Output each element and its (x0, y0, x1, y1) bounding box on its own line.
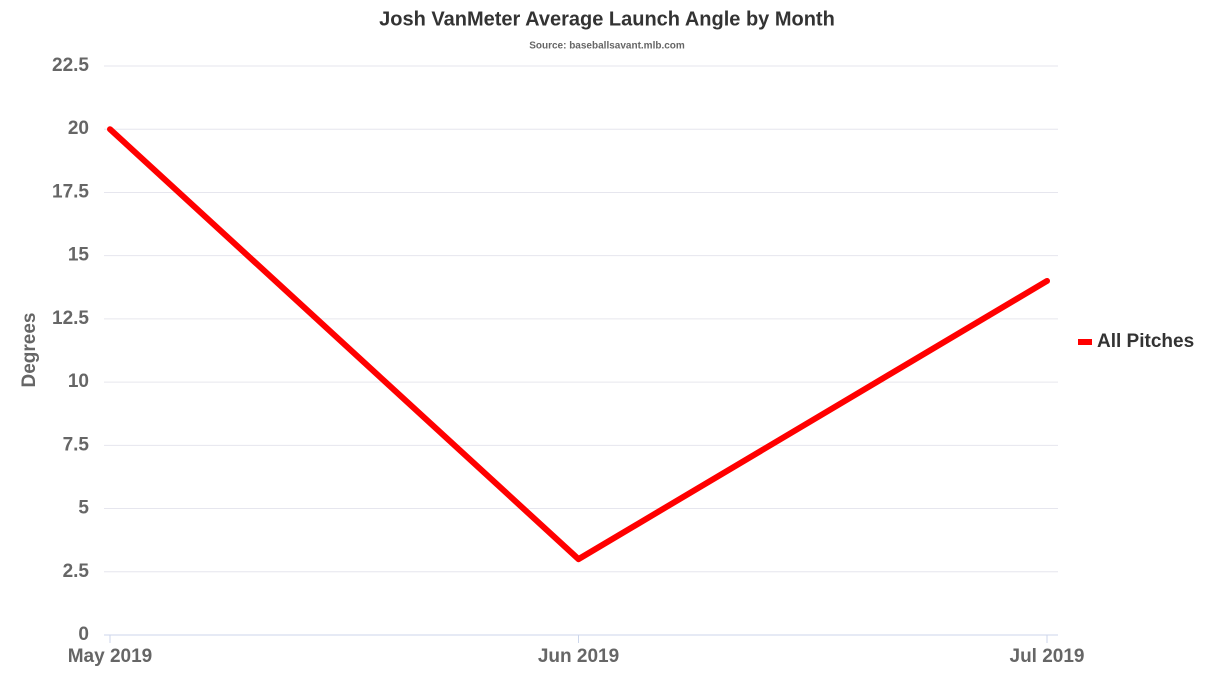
x-tick-label: Jul 2019 (1010, 646, 1085, 667)
y-axis-label: Degrees (19, 313, 40, 388)
y-tick-label: 22.5 (52, 55, 89, 76)
y-tick-label: 10 (68, 371, 89, 392)
x-tick-label: May 2019 (68, 646, 153, 667)
y-tick-label: 7.5 (63, 434, 90, 455)
x-tick-label: Jun 2019 (538, 646, 619, 667)
y-tick-label: 15 (68, 245, 90, 266)
y-tick-label: 0 (78, 624, 89, 645)
y-tick-label: 5 (78, 498, 89, 519)
y-tick-label: 20 (68, 118, 89, 139)
y-tick-label: 12.5 (52, 308, 89, 329)
data-line (107, 126, 1050, 563)
y-tick-label: 17.5 (52, 181, 89, 202)
chart-subtitle: Source: baseballsavant.mlb.com (529, 41, 685, 52)
legend-label: All Pitches (1097, 331, 1194, 352)
chart-title: Josh VanMeter Average Launch Angle by Mo… (379, 8, 835, 30)
y-tick-label: 2.5 (63, 561, 90, 582)
